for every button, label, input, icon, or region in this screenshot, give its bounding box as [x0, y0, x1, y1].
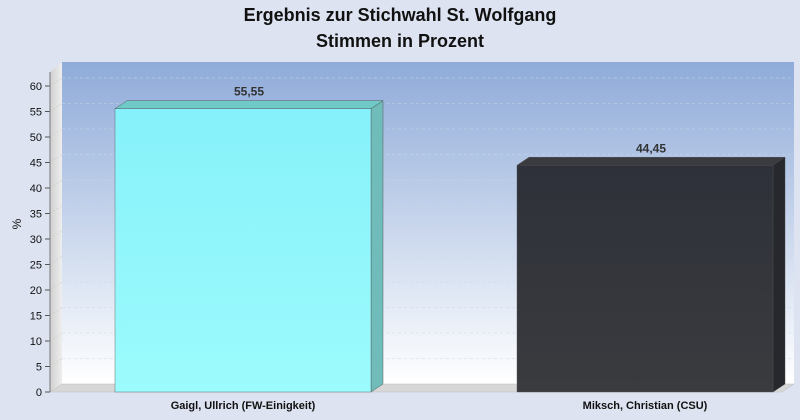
labels: 55,55 Gaigl, Ullrich (FW-Einigkeit) 44,45 M… [171, 85, 708, 412]
y-axis-title: % [10, 218, 24, 229]
y-tick-label: 30 [30, 234, 42, 246]
bar-top [114, 100, 384, 109]
y-tick-label: 10 [30, 336, 42, 348]
bar-1 [114, 100, 384, 393]
y-tick-label: 25 [30, 260, 42, 272]
y-axis: 0 5 10 15 20 25 30 35 40 45 50 55 60 [30, 72, 51, 399]
gridline-side [49, 179, 63, 189]
gridline-side [49, 307, 63, 316]
gridline-side [49, 230, 63, 240]
y-tick-label: 5 [36, 362, 42, 374]
y-tick-label: 35 [30, 209, 42, 221]
plot-side-wall [50, 62, 62, 392]
gridline-side [49, 128, 63, 138]
y-tick-label: 45 [30, 158, 42, 170]
bar-side [370, 100, 384, 393]
gridline-side [49, 103, 63, 112]
y-tick-label: 40 [30, 183, 42, 195]
bar-front [516, 165, 774, 393]
bar-side [772, 156, 786, 393]
data-label: 55,55 [234, 85, 264, 99]
x-tick-label: Gaigl, Ullrich (FW-Einigkeit) [171, 400, 316, 412]
y-tick-label: 60 [30, 81, 42, 93]
gridline-side [49, 332, 63, 342]
bars [114, 100, 786, 393]
chart-title: Ergebnis zur Stichwahl St. Wolfgang [244, 5, 557, 25]
gridline-side [49, 154, 63, 163]
y-tick-label: 50 [30, 132, 42, 144]
bar-top [516, 157, 786, 166]
gridline-side [49, 77, 63, 87]
y-tick-label: 15 [30, 311, 42, 323]
gridline-side [49, 281, 63, 291]
gridline-side [49, 358, 63, 367]
data-label: 44,45 [636, 141, 666, 155]
y-tick-label: 55 [30, 107, 42, 119]
y-tick-label: 0 [36, 387, 42, 399]
gridline-side [49, 256, 63, 265]
y-tick-label: 20 [30, 285, 42, 297]
chart-subtitle: Stimmen in Prozent [316, 31, 484, 51]
bar-front [114, 108, 372, 393]
gridline-side [49, 205, 63, 214]
bar-2 [516, 156, 786, 393]
x-tick-label: Miksch, Christian (CSU) [583, 400, 708, 412]
